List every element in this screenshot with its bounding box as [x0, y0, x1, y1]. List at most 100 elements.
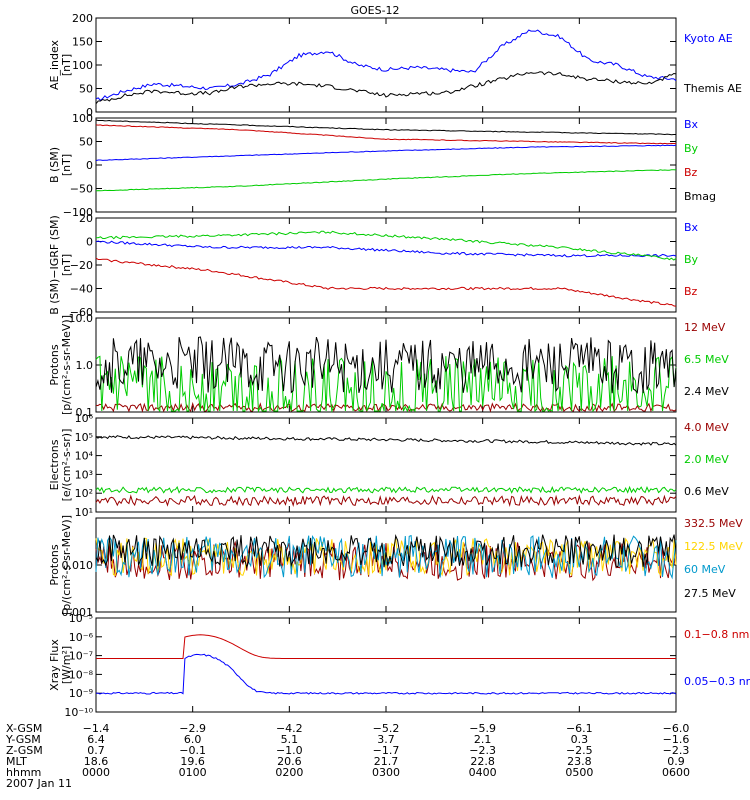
series-line-0.1−0.8-nm [96, 634, 676, 659]
series-line-2.4-mev [95, 336, 677, 394]
y-tick-label: 10³ [75, 468, 93, 481]
y-axis-label: B (SM)−IGRF (SM) [48, 215, 61, 315]
footer-value: 0.3 [571, 733, 589, 746]
y-tick-label: 10¹ [75, 506, 93, 519]
y-tick-label: −50 [70, 183, 93, 196]
footer-value: 21.7 [374, 755, 399, 768]
footer-value: −1.6 [663, 733, 690, 746]
legend-bz: Bz [684, 166, 698, 179]
footer-value: 0200 [275, 766, 303, 779]
y-axis-unit: [e/(cm²-s-sr)] [60, 429, 73, 502]
footer-value: −2.3 [469, 744, 496, 757]
legend-332.5-mev: 332.5 MeV [684, 517, 743, 530]
series-line-themis-ae [95, 71, 677, 105]
footer-value: 0300 [372, 766, 400, 779]
y-tick-label: 0.1 [76, 406, 94, 419]
series-line-6.5-mev [95, 355, 677, 413]
y-tick-label: −20 [70, 259, 93, 272]
footer-label: Y-GSM [5, 733, 41, 746]
panel-3: −60 −40 −20 0 20 B (SM)−IGRF (SM) [nT] Bx By Bz [48, 212, 699, 319]
footer-label: hhmm [6, 766, 41, 779]
footer-value: −6.1 [566, 722, 593, 735]
y-tick-label: 0.001 [62, 606, 94, 619]
footer-value: −6.0 [663, 722, 690, 735]
legend-2.4-mev: 2.4 MeV [684, 385, 729, 398]
legend-bx: Bx [684, 118, 699, 131]
y-tick-label: 200 [72, 12, 93, 25]
footer-value: 3.7 [377, 733, 395, 746]
footer-value: 0600 [662, 766, 690, 779]
footer-value: 22.8 [470, 755, 495, 768]
footer-value: 6.0 [184, 733, 202, 746]
series-line-bz [95, 257, 677, 307]
y-tick-label: 10⁵ [75, 431, 93, 444]
legend-kyoto-ae: Kyoto AE [684, 32, 733, 45]
footer-label: X-GSM [6, 722, 42, 735]
y-tick-label: −40 [70, 283, 93, 296]
y-tick-label: 20 [79, 212, 93, 225]
series-line-27.5-mev [95, 534, 677, 569]
footer-value: −5.9 [469, 722, 496, 735]
legend-122.5-mev: 122.5 MeV [684, 540, 743, 553]
footer-value: 19.6 [180, 755, 205, 768]
panel-frame [95, 117, 677, 213]
series-line-0.05−0.3-nm [95, 653, 677, 695]
series-line-332.5-mev [95, 540, 677, 582]
y-tick-label: 10⁻⁶ [69, 631, 94, 644]
y-tick-label: 10⁻¹⁰ [64, 706, 93, 719]
footer-value: −5.2 [373, 722, 400, 735]
panel-frame [95, 617, 677, 713]
footer-value: −2.3 [663, 744, 690, 757]
legend-bz: Bz [684, 285, 698, 298]
footer-value: 0100 [179, 766, 207, 779]
y-tick-label: 50 [79, 83, 93, 96]
footer-value: 0400 [469, 766, 497, 779]
series-line-60-mev [95, 534, 677, 580]
panel-7: 10⁻¹⁰ 10⁻⁹ 10⁻⁸ 10⁻⁷ 10⁻⁶ 10⁻⁵ Xray Flux [W/m²]… [48, 612, 750, 719]
legend-bmag: Bmag [684, 190, 716, 203]
y-axis-unit: [W/m²] [60, 646, 73, 684]
footer-label: Z-GSM [6, 744, 43, 757]
y-axis-label: B (SM) [48, 147, 61, 183]
series-line-kyoto-ae [95, 29, 677, 102]
y-tick-label: −60 [70, 306, 93, 319]
y-axis-label: Protons [48, 344, 61, 385]
y-axis-unit: [p/(cm²-s-sr-MeV)] [60, 315, 73, 415]
footer-value: −2.9 [179, 722, 206, 735]
y-axis-label: AE_index [48, 39, 61, 90]
panel-frame [95, 217, 677, 313]
y-tick-label: 150 [72, 36, 93, 49]
y-tick-label: 0.010 [62, 559, 94, 572]
series-line-bx [95, 144, 677, 162]
y-tick-label: 10⁴ [75, 450, 94, 463]
legend-0.6-mev: 0.6 MeV [684, 485, 729, 498]
footer-label: 2007 Jan 11 [6, 777, 72, 790]
y-axis-label: Xray Flux [48, 639, 61, 691]
footer-value: 6.4 [87, 733, 105, 746]
footer-value: 18.6 [84, 755, 109, 768]
legend-0.05−0.3-nm: 0.05−0.3 nm [684, 675, 750, 688]
y-tick-label: 0 [86, 159, 93, 172]
footer-value: −0.1 [179, 744, 206, 757]
legend-12-mev: 12 MeV [684, 321, 726, 334]
y-axis-unit: [nT] [60, 254, 73, 276]
footer-value: −2.5 [566, 744, 593, 757]
y-tick-label: 0 [86, 236, 93, 249]
legend-by: By [684, 253, 699, 266]
y-axis-label: Electrons [48, 439, 61, 490]
y-tick-label: 10² [75, 487, 93, 500]
series-line-122.5-mev [95, 537, 677, 577]
series-line-12-mev [95, 401, 677, 413]
y-tick-label: 0 [86, 106, 93, 119]
footer-value: 2.1 [474, 733, 492, 746]
panel-frame [95, 17, 677, 113]
legend-4.0-mev: 4.0 MeV [684, 421, 729, 434]
series-line-by [95, 230, 677, 261]
footer-value: 0000 [82, 766, 110, 779]
panel-1: 0 50 100 150 200 AE_index [nT] Kyoto AE Themis A… [48, 12, 742, 119]
footer-value: 0500 [565, 766, 593, 779]
y-axis-unit: [p/(cm²-s-sr-MeV)] [60, 515, 73, 615]
y-tick-label: 10⁶ [75, 412, 94, 425]
